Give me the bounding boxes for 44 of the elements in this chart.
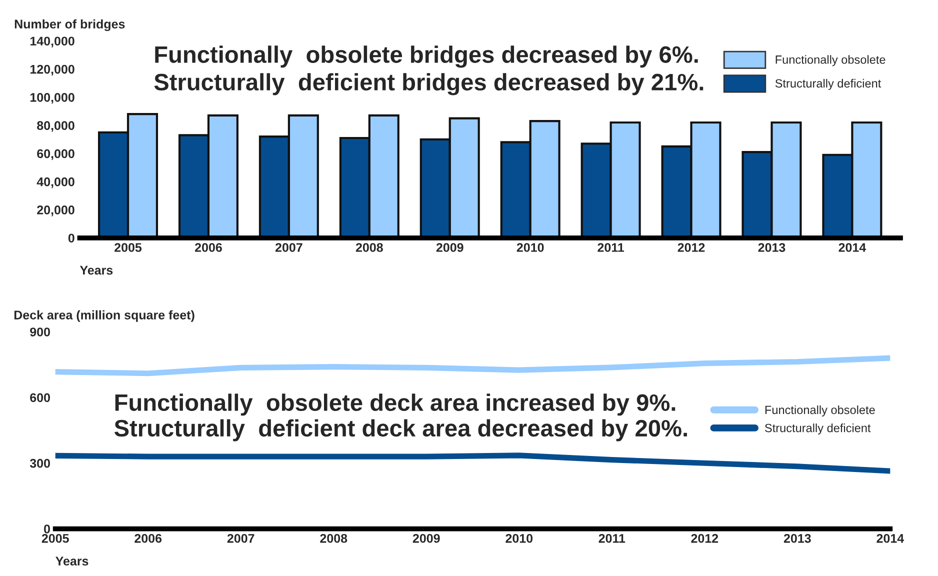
legend-label: Functionally obsolete <box>776 55 886 66</box>
x-axis-title: Years <box>56 556 88 566</box>
y-tick-label: 600 <box>30 393 50 402</box>
y-tick-label: 300 <box>30 458 50 468</box>
x-tick-label: 2010 <box>506 534 533 543</box>
y-tick-label: 0 <box>68 234 74 243</box>
x-tick-label: 2014 <box>838 243 866 252</box>
x-tick-label: 2005 <box>114 243 142 252</box>
legend-label: Functionally obsolete <box>765 405 875 416</box>
x-tick-label: 2010 <box>516 243 544 252</box>
x-tick-label: 2013 <box>784 534 811 543</box>
y-tick-label: 40,000 <box>36 177 74 188</box>
x-tick-label: 2007 <box>275 243 302 252</box>
y-tick-label: 140,000 <box>30 36 74 48</box>
x-tick-label: 2007 <box>227 534 254 543</box>
y-tick-label: 20,000 <box>37 206 74 216</box>
x-tick-label: 2013 <box>758 243 786 252</box>
x-tick-label: 2011 <box>598 243 624 252</box>
x-tick-label: 2008 <box>320 534 348 543</box>
x-tick-label: 2014 <box>876 534 904 543</box>
y-tick-label: 100,000 <box>30 92 74 104</box>
legend-label: Structurally deficient <box>775 78 882 90</box>
x-tick-label: 2012 <box>678 243 705 252</box>
x-tick-label: 2008 <box>356 243 383 252</box>
y-tick-label: 900 <box>30 328 50 336</box>
y-tick-label: 80,000 <box>37 121 74 132</box>
annotation: Functionally obsolete bridges decreased by 6%. <box>155 46 698 68</box>
x-tick-label: 2011 <box>598 534 626 543</box>
x-axis-title: Years <box>80 266 113 275</box>
y-tick-label: 120,000 <box>30 64 74 76</box>
y-axis-title: Deck area (million square feet) <box>14 310 194 322</box>
annotation: Structurally deficient deck area decreased by 20%. <box>114 419 687 442</box>
y-tick-label: 0 <box>44 524 50 534</box>
x-tick-label: 2006 <box>195 243 222 252</box>
annotation: Structurally deficient bridges decreased by 21%. <box>154 73 704 96</box>
annotation: Functionally obsolete deck area increased by 9%. <box>115 394 676 416</box>
y-tick-label: 60,000 <box>37 149 74 160</box>
y-axis-title: Number of bridges <box>14 19 125 32</box>
x-tick-label: 2009 <box>412 534 440 543</box>
x-tick-label: 2012 <box>691 534 718 543</box>
x-tick-label: 2005 <box>42 534 69 543</box>
x-tick-label: 2006 <box>134 534 162 543</box>
x-tick-label: 2009 <box>436 243 464 252</box>
legend-label: Structurally deficient <box>765 424 871 435</box>
